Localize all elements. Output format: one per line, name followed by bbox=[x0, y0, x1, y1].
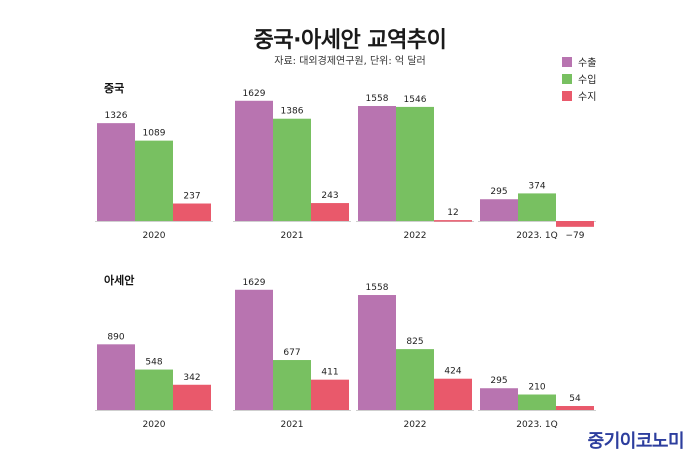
bar-balance bbox=[434, 378, 472, 410]
bar-export bbox=[97, 344, 135, 410]
data-label: 825 bbox=[406, 337, 423, 347]
data-label: 374 bbox=[528, 181, 545, 191]
legend-item-export: 수출 bbox=[562, 54, 596, 69]
bar-balance bbox=[556, 221, 594, 227]
bar-import bbox=[396, 106, 434, 221]
bar-import bbox=[273, 118, 311, 221]
bar-balance bbox=[173, 203, 211, 221]
data-label: 1386 bbox=[281, 107, 304, 117]
bar-export bbox=[480, 388, 518, 410]
legend-item-balance: 수지 bbox=[562, 88, 596, 103]
data-label: 1629 bbox=[243, 89, 266, 99]
chart-title: 중국·아세안 교역추이 bbox=[253, 28, 447, 53]
bar-balance bbox=[173, 384, 211, 410]
category-label: 2021 bbox=[281, 420, 304, 430]
legend-swatch-balance bbox=[562, 90, 572, 101]
category-label: 2022 bbox=[404, 231, 427, 241]
bar-import bbox=[518, 394, 556, 410]
category-label: 2020 bbox=[143, 420, 166, 430]
bar-balance bbox=[434, 220, 472, 222]
category-label: 2020 bbox=[143, 231, 166, 241]
data-label: 210 bbox=[528, 383, 545, 393]
bar-balance bbox=[556, 406, 594, 410]
data-label: 1546 bbox=[404, 95, 427, 105]
legend-swatch-import bbox=[562, 73, 572, 84]
bar-balance bbox=[311, 379, 349, 410]
panel-title: 중국 bbox=[104, 82, 124, 95]
bar-export bbox=[97, 123, 135, 221]
bar-import bbox=[396, 349, 434, 410]
data-label: 54 bbox=[569, 394, 581, 404]
legend-label-import: 수입 bbox=[578, 75, 597, 86]
data-label: 1629 bbox=[243, 278, 266, 288]
data-label: 295 bbox=[490, 376, 507, 386]
data-label: 342 bbox=[183, 373, 200, 383]
legend: 수출 수입 수지 bbox=[562, 54, 596, 105]
bar-export bbox=[480, 199, 518, 221]
data-label: 411 bbox=[321, 368, 338, 378]
bar-import bbox=[273, 360, 311, 410]
data-label: −79 bbox=[566, 231, 585, 241]
bar-balance bbox=[311, 203, 349, 221]
data-label: 677 bbox=[283, 348, 300, 358]
category-label: 2023. 1Q bbox=[516, 231, 557, 241]
data-label: 295 bbox=[490, 187, 507, 197]
data-label: 1326 bbox=[105, 111, 128, 121]
data-label: 12 bbox=[447, 208, 458, 218]
panel-title: 아세안 bbox=[104, 273, 134, 287]
legend-label-balance: 수지 bbox=[578, 92, 597, 103]
data-label: 424 bbox=[444, 367, 461, 377]
data-label: 243 bbox=[321, 191, 338, 201]
category-label: 2022 bbox=[404, 420, 427, 430]
bar-export bbox=[235, 289, 273, 410]
data-label: 1558 bbox=[366, 94, 389, 104]
data-label: 1089 bbox=[143, 129, 166, 139]
data-label: 1558 bbox=[366, 283, 389, 293]
data-label: 890 bbox=[107, 332, 124, 342]
legend-label-export: 수출 bbox=[578, 58, 597, 69]
legend-item-import: 수입 bbox=[562, 71, 596, 86]
category-label: 2023. 1Q bbox=[516, 420, 557, 430]
data-label: 237 bbox=[183, 192, 200, 202]
bar-export bbox=[235, 100, 273, 221]
bar-export bbox=[358, 295, 396, 410]
logo: 중기이코노미 bbox=[587, 431, 685, 452]
chart-subtitle: 자료: 대외경제연구원, 단위: 억 달러 bbox=[274, 56, 426, 67]
category-label: 2021 bbox=[281, 231, 304, 241]
legend-swatch-export bbox=[562, 56, 572, 67]
data-label: 548 bbox=[145, 358, 162, 368]
bar-import bbox=[135, 140, 173, 221]
bar-import bbox=[135, 369, 173, 410]
bar-import bbox=[518, 193, 556, 221]
bar-export bbox=[358, 106, 396, 221]
